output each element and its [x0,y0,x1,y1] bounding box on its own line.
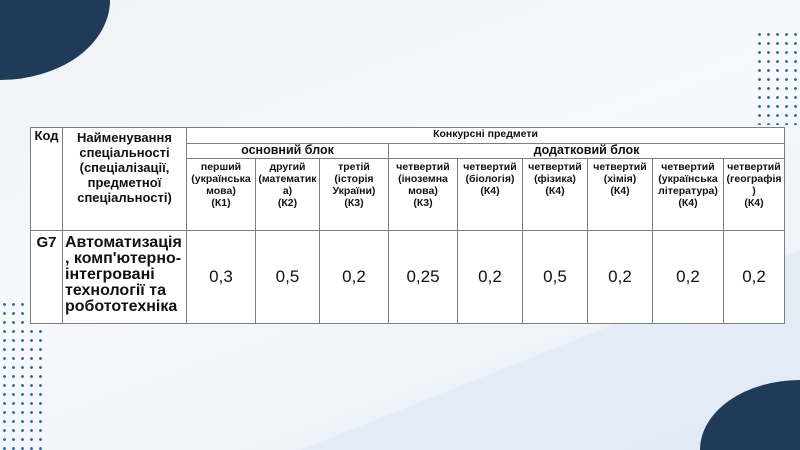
subject-line1: другий [269,161,306,173]
coefficient-cell: 0,5 [255,230,320,324]
subject-line3: (К4) [480,185,500,197]
subject-line1: перший [200,161,242,173]
dot-grid [755,30,800,125]
subject-line2: (історія України) [332,173,376,197]
subject-line1: третій [338,161,370,173]
subject-header: другий (математика) (К2) [255,158,320,231]
header-extra-block: додатковий блок [387,143,786,159]
subject-line3: (К3) [344,197,364,209]
coefficient-cell: 0,2 [587,230,653,324]
subject-line2: (українська література) [658,173,718,197]
subject-line3: (К3) [413,197,433,209]
row-code: G7 [30,230,63,324]
corner-decoration [0,0,110,80]
subject-header: четвертий (українська література) (К4) [652,158,724,231]
row-name: Автоматизація, комп'ютерно-інтегровані т… [62,230,187,324]
coefficient-cell: 0,3 [186,230,256,324]
subject-header: четвертий (біологія) (К4) [457,158,523,231]
coefficient-cell: 0,2 [722,230,786,324]
subject-line3: (К2) [277,197,298,209]
subject-line2: (математика) [258,173,317,197]
subject-line1: четвертий [593,161,647,173]
subject-line2: (хімія) [603,173,637,185]
subject-line2: (іноземна мова) [398,173,448,197]
subject-line3: (К4) [610,185,630,197]
coefficient-cell: 0,5 [522,230,588,324]
admission-coefficients-table: Код Найменування спеціальності (спеціалі… [30,127,786,324]
subject-header: четвертий (хімія) (К4) [587,158,653,231]
coefficient-cell: 0,2 [319,230,389,324]
coefficient-cell: 0,2 [457,230,523,324]
subject-header: четвертий (фізика) (К4) [522,158,588,231]
subject-header: перший (українська мова) (К1) [186,158,256,231]
header-code: Код [30,127,63,231]
subject-line3: (К4) [545,185,565,197]
subject-line3: (К4) [678,197,698,209]
coefficient-cell: 0,2 [652,230,724,324]
subject-line1: четвертий [661,161,715,173]
header-main-block: основний блок [186,143,389,159]
subject-header: третій (історія України) (К3) [319,158,389,231]
subject-line1: четвертий [528,161,582,173]
subject-line3: (К4) [744,197,764,209]
subject-line2: (українська мова) [191,173,251,197]
subject-line1: четвертий [396,161,450,173]
subject-line1: четвертий [727,161,781,173]
subject-line2: (фізика) [534,173,576,185]
coefficient-cell: 0,25 [388,230,458,324]
header-subjects: Конкурсні предмети [185,127,786,144]
subject-line1: четвертий [463,161,517,173]
subject-line2: (географія) [726,173,782,197]
subject-header: четвертий (іноземна мова) (К3) [388,158,458,231]
subject-line2: (біологія) [465,173,515,185]
subject-header: четвертий (географія) (К4) [722,158,786,231]
header-name: Найменування спеціальності (спеціалізаці… [62,127,187,231]
dot-grid [0,300,45,450]
subject-line3: (К1) [211,197,231,209]
